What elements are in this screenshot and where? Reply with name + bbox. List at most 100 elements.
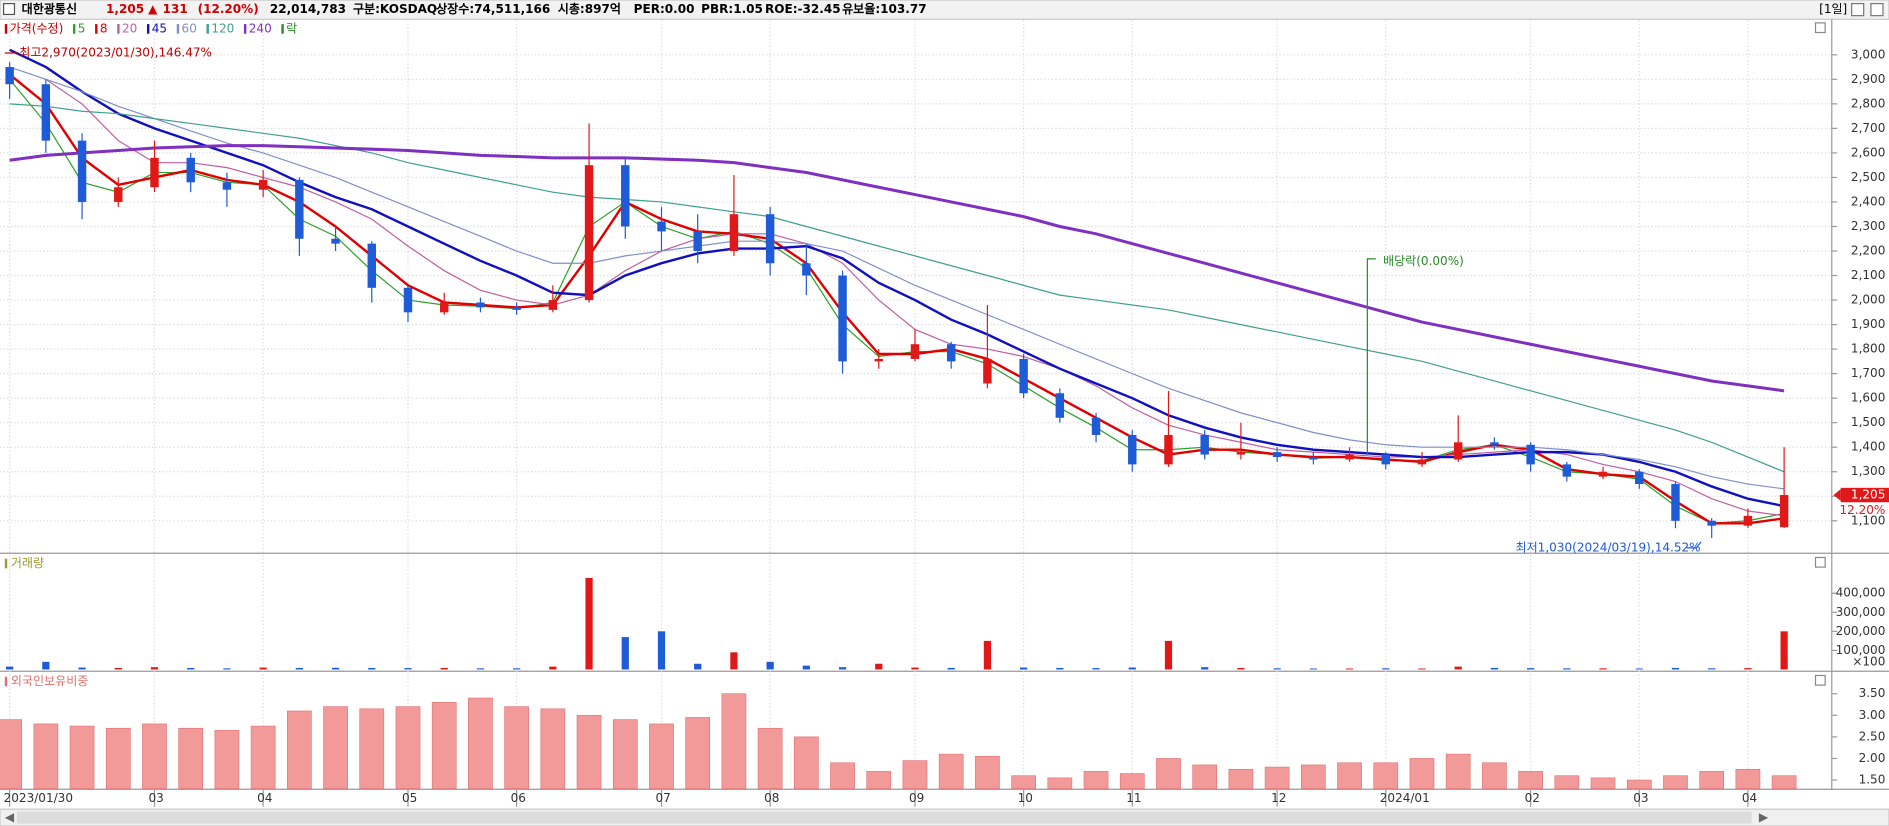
candle-body	[1598, 471, 1608, 477]
foreign-bar	[938, 753, 964, 789]
candle-body	[1200, 434, 1209, 455]
volume-bar	[585, 577, 593, 670]
y-tick-label: 1,700	[1851, 366, 1885, 380]
x-tick-label: 2024/01	[1380, 791, 1430, 805]
y-tick-label: 1,100	[1851, 513, 1885, 527]
candle-body	[584, 165, 594, 301]
candle-body	[114, 187, 123, 202]
foreign-bar	[1482, 762, 1507, 789]
volume-bar	[911, 667, 919, 670]
volume-bar	[1164, 640, 1173, 670]
change: 131	[163, 2, 188, 16]
foreign-bar	[1590, 777, 1616, 789]
panel-title-marker	[4, 676, 8, 687]
candle-body	[1526, 444, 1535, 465]
x-tick-label: 06	[511, 791, 526, 805]
foreign-bar	[1518, 771, 1543, 789]
candle-body	[548, 300, 558, 310]
foreign-bar	[793, 736, 819, 789]
foreign-bar	[1228, 768, 1254, 789]
scroll-right[interactable]: ▶	[1759, 810, 1769, 824]
volume-bar	[476, 668, 485, 670]
close-button[interactable]	[1870, 3, 1884, 17]
ma-line	[45, 78, 1785, 517]
volume-bar	[1708, 668, 1716, 670]
panel-button[interactable]	[1814, 22, 1826, 34]
volume-title: 거래량	[11, 556, 44, 570]
candle-body	[1091, 417, 1101, 435]
last-price-label: 1,205	[1851, 488, 1885, 502]
candle-body	[765, 214, 775, 264]
volume-bar	[657, 631, 666, 670]
y-tick-label: 2,500	[1851, 170, 1885, 184]
candle-body	[1309, 457, 1318, 460]
window-button[interactable]	[1851, 3, 1865, 17]
last-price-pointer	[1833, 489, 1841, 502]
volume-bar	[838, 667, 847, 670]
y-tick-label: 2,800	[1851, 96, 1885, 110]
volume-bar	[368, 667, 376, 670]
foreign-bar	[1156, 758, 1181, 789]
volume-bar	[1454, 666, 1462, 670]
period-button[interactable]: [1일]	[1819, 2, 1847, 16]
volume-bar	[295, 667, 303, 670]
volume-bar	[1201, 667, 1209, 670]
legend-marker	[146, 24, 150, 34]
foreign-bar	[359, 708, 385, 789]
y-tick-label: 2,300	[1851, 219, 1885, 233]
candle-body	[1055, 393, 1065, 418]
candle-body	[1272, 452, 1282, 458]
volume: 22,014,783	[270, 2, 346, 16]
foreign-bar	[576, 714, 602, 789]
volume-bar	[331, 667, 340, 670]
x-tick-label: 08	[764, 791, 779, 805]
candle-body	[910, 344, 920, 359]
scroll-thumb[interactable]	[16, 811, 1752, 824]
panel-button[interactable]	[1814, 556, 1826, 568]
y-tick-label: 300,000	[1836, 605, 1886, 619]
price: 1,205	[106, 2, 144, 16]
foreign-bar	[975, 755, 1000, 789]
foreign-bar	[504, 706, 529, 789]
candle-body	[621, 165, 630, 227]
last-price-tag	[1840, 487, 1889, 503]
x-tick-label: 09	[909, 791, 924, 805]
ma-line	[8, 73, 1785, 525]
x-tick-label: 02	[1525, 791, 1540, 805]
y-tick-label: 3,000	[1851, 47, 1885, 61]
x-tick-label: 04	[1742, 791, 1757, 805]
market-cap: 시총:897억	[558, 1, 621, 16]
foreign-bar	[431, 702, 457, 789]
candle-body	[150, 157, 159, 188]
checkbox[interactable]	[3, 3, 16, 16]
volume-bar	[983, 640, 992, 670]
legend-label: 240	[249, 21, 272, 35]
foreign-bar	[395, 706, 421, 789]
y-tick-label: 2,000	[1851, 293, 1885, 307]
foreign-bar	[468, 697, 493, 789]
candle-body	[1236, 452, 1246, 455]
candle-body	[1490, 442, 1499, 445]
volume-bar	[114, 667, 122, 670]
volume-bar	[875, 663, 883, 670]
panel-button[interactable]	[1814, 674, 1826, 686]
y-tick-label: 2,600	[1851, 145, 1885, 159]
candle-body	[802, 263, 811, 276]
foreign-bar	[69, 725, 95, 789]
candle-body	[838, 275, 847, 362]
x-tick-label: 10	[1018, 791, 1033, 805]
volume-bar	[1563, 668, 1571, 670]
candle-body	[403, 287, 413, 313]
volume-bar	[766, 661, 774, 670]
candle-body	[1345, 454, 1354, 460]
volume-bar	[1490, 667, 1499, 670]
x-tick-label: 03	[1633, 791, 1648, 805]
foreign-bar	[721, 693, 747, 789]
scroll-left[interactable]: ◀	[5, 810, 15, 824]
foreign-bar	[287, 710, 312, 789]
legend-marker	[243, 24, 247, 34]
volume-bar	[1056, 667, 1064, 670]
volume-bar	[259, 667, 267, 670]
foreign-bar	[105, 727, 131, 789]
roe: ROE:-32.45	[765, 2, 841, 16]
